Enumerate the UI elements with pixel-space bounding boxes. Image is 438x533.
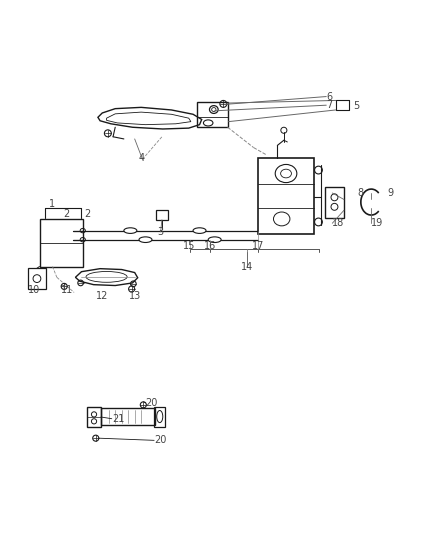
Text: 4: 4 bbox=[138, 154, 144, 164]
Text: 2: 2 bbox=[64, 209, 70, 219]
Text: 1: 1 bbox=[49, 199, 56, 209]
Bar bbox=[156, 211, 168, 220]
Text: 6: 6 bbox=[326, 92, 332, 102]
Bar bbox=[258, 158, 314, 234]
Ellipse shape bbox=[124, 228, 137, 233]
Bar bbox=[198, 102, 228, 127]
Text: 19: 19 bbox=[371, 218, 384, 228]
Text: 11: 11 bbox=[60, 285, 73, 295]
Text: 21: 21 bbox=[112, 414, 124, 424]
Bar bbox=[154, 407, 165, 426]
Ellipse shape bbox=[208, 237, 221, 243]
Text: 13: 13 bbox=[128, 291, 141, 301]
Bar bbox=[101, 408, 155, 425]
Text: 9: 9 bbox=[388, 188, 394, 198]
Text: 2: 2 bbox=[84, 209, 90, 219]
Ellipse shape bbox=[193, 228, 206, 233]
Text: 20: 20 bbox=[154, 435, 166, 446]
Text: 5: 5 bbox=[353, 101, 359, 111]
Text: 10: 10 bbox=[28, 285, 40, 295]
Text: 15: 15 bbox=[184, 241, 196, 251]
Text: 7: 7 bbox=[326, 100, 332, 110]
Text: 16: 16 bbox=[204, 241, 216, 251]
Bar bbox=[325, 187, 344, 218]
Bar bbox=[87, 407, 101, 427]
Text: 12: 12 bbox=[96, 291, 109, 301]
Bar bbox=[28, 268, 46, 289]
Text: 8: 8 bbox=[357, 188, 364, 198]
Text: 14: 14 bbox=[241, 262, 253, 272]
Text: 17: 17 bbox=[252, 241, 264, 251]
Text: 20: 20 bbox=[145, 398, 158, 408]
Text: 18: 18 bbox=[332, 218, 345, 228]
Text: 3: 3 bbox=[158, 227, 164, 237]
Ellipse shape bbox=[139, 237, 152, 243]
Bar bbox=[39, 219, 83, 266]
